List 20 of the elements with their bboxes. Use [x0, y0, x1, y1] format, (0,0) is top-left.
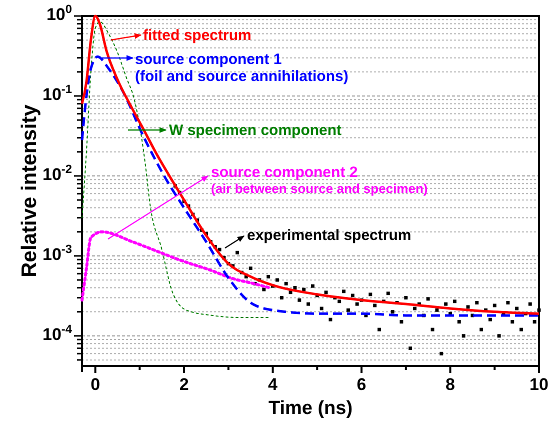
legend-label: W specimen component [169, 122, 342, 139]
x-tick-label: 8 [446, 375, 455, 394]
legend-label: experimental spectrum [247, 227, 412, 244]
y-tick-label: 10$^{-1}$ [42, 82, 72, 104]
text: source component 2 [211, 164, 358, 181]
x-tick-label: 4 [268, 375, 278, 394]
x-tick-label: 10 [530, 375, 548, 394]
annotation: (foil and source annihilations) [135, 68, 348, 85]
y-axis-title: Relative intensity [18, 104, 41, 278]
annotation: (air between source and specimen) [211, 181, 428, 196]
legend-label: source component 1 [135, 51, 282, 68]
x-axis-title: Time (ns) [268, 398, 353, 419]
x-tick-label: 2 [179, 375, 189, 394]
legend-label: fitted spectrum [143, 27, 252, 44]
y-tick-label: 10$^{-2}$ [42, 162, 72, 184]
y-tick-label: 10$^{-4}$ [42, 322, 72, 344]
y-tick-label: 10$^{0}$ [46, 2, 72, 24]
x-tick-label: 0 [90, 375, 100, 394]
x-tick-label: 6 [356, 375, 366, 394]
y-tick-label: 10$^{-3}$ [42, 242, 72, 264]
